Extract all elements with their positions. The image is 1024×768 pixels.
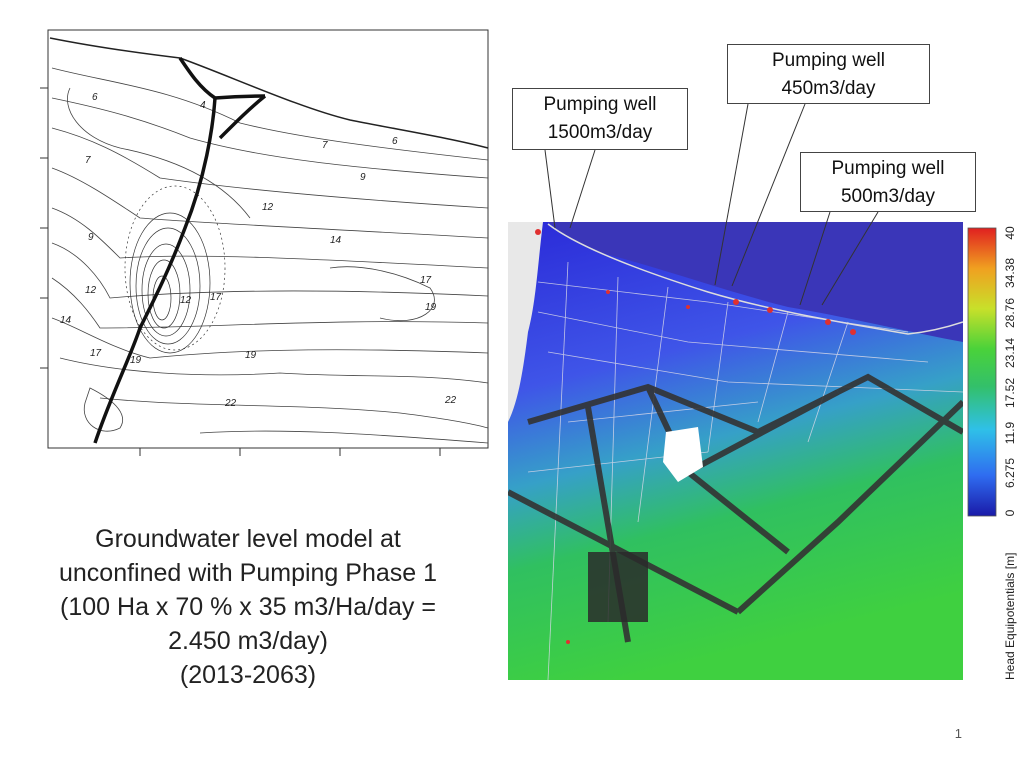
contour-label: 17 (420, 275, 432, 286)
colorbar-tick-label: 0 (1003, 509, 1017, 516)
groundwater-contour-map: 6 4 7 7 6 9 9 12 14 12 12 17 17 19 14 17… (40, 29, 489, 456)
caption-line: (100 Ha x 70 % x 35 m3/Ha/day = (60, 593, 436, 621)
contour-label: 12 (85, 285, 97, 296)
contour-label: 22 (444, 395, 457, 406)
contour-label: 19 (130, 355, 142, 366)
callout-title: Pumping well (831, 158, 945, 179)
contour-label: 9 (360, 172, 366, 183)
contour-label: 6 (392, 136, 398, 147)
caption-line: unconfined with Pumping Phase 1 (58, 559, 438, 587)
callout-leaders (544, 103, 879, 306)
head-colorbar: 0 6.275 11.9 17.52 23.14 28.76 34.38 40 Head Eq… (967, 226, 1017, 680)
slide-number: 1 (954, 726, 962, 741)
callout-pumping-well-450: Pumping well 450m3/day (727, 44, 930, 104)
colorbar-tick-label: 40 (1003, 226, 1017, 240)
colorbar-title: Head Equipotentials [m] (1003, 553, 1017, 680)
contour-label: 6 (92, 92, 98, 103)
contour-label: 17 (90, 348, 102, 359)
contour-label: 7 (85, 155, 91, 166)
callout-rate: 1500m3/day (547, 122, 653, 143)
caption-line: (2013-2063) (179, 661, 317, 689)
caption-line: Groundwater level model at (95, 525, 401, 553)
contour-label: 14 (60, 315, 72, 326)
colorbar-tick-label: 34.38 (1003, 258, 1017, 288)
colorbar-tick-label: 17.52 (1003, 378, 1017, 408)
callout-title: Pumping well (543, 94, 657, 115)
contour-label: 19 (425, 302, 437, 313)
head-potential-map (508, 222, 963, 680)
caption-line: 2.450 m3/day) (168, 627, 328, 655)
callout-rate: 500m3/day (840, 186, 935, 207)
contour-label: 12 (180, 295, 192, 306)
contour-label: 7 (322, 140, 328, 151)
callout-rate: 450m3/day (781, 78, 876, 99)
contour-label: 17 (210, 292, 222, 303)
callout-pumping-well-1500: Pumping well 1500m3/day (512, 88, 688, 150)
callout-pumping-well-500: Pumping well 500m3/day (800, 152, 976, 212)
colorbar-tick-label: 6.275 (1003, 458, 1017, 488)
contour-label: 4 (200, 100, 206, 111)
colorbar-tick-label: 23.14 (1003, 338, 1017, 368)
contour-label: 19 (245, 350, 257, 361)
colorbar-tick-label: 28.76 (1003, 298, 1017, 328)
colorbar-tick-label: 11.9 (1003, 421, 1017, 444)
contour-label: 22 (224, 398, 237, 409)
callout-title: Pumping well (772, 50, 885, 71)
contour-label: 12 (262, 202, 274, 213)
slide-caption: Groundwater level model at unconfined wi… (8, 522, 488, 692)
contour-label: 9 (88, 232, 94, 243)
contour-label: 14 (330, 235, 342, 246)
